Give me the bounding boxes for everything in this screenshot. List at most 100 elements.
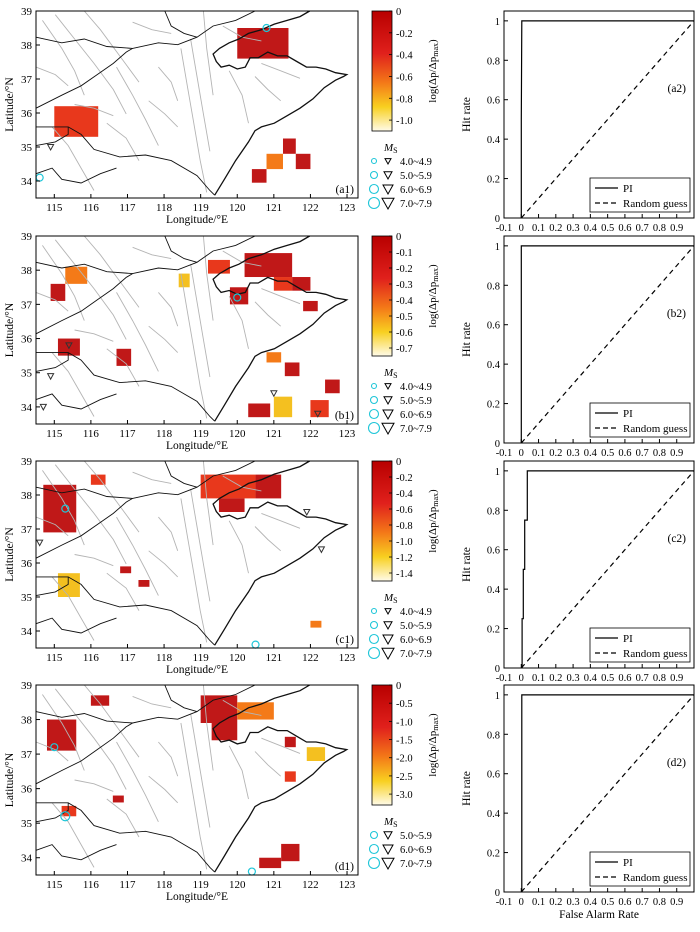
- legend-ms-range: 5.0~5.9: [400, 831, 432, 842]
- province-border: [35, 126, 69, 147]
- roc-xtick-label: 0.1: [532, 448, 545, 459]
- legend-triangle: [383, 831, 393, 841]
- anomaly-cell: [244, 253, 293, 278]
- map-xtick-label: 115: [46, 879, 63, 891]
- earthquake-ring: [262, 23, 271, 33]
- fault-line: [261, 512, 301, 529]
- fault-line: [254, 751, 281, 777]
- roc-xtick-label: 0: [519, 448, 524, 459]
- map-panel-2: 115 116 117 118 119 120 121 122 123 34 35 36 37 38 39 L…: [4, 231, 440, 452]
- roc-xtick-label: 0.5: [601, 897, 614, 908]
- province-border: [35, 235, 256, 275]
- map-ytick-label: 34: [21, 626, 33, 638]
- legend-ring: [369, 170, 379, 180]
- random-guess-line: [520, 694, 694, 892]
- legend-triangle: [382, 844, 394, 856]
- fault-line: [51, 126, 95, 191]
- map-xtick-label: 123: [339, 202, 356, 214]
- random-guess-line: [520, 245, 694, 443]
- province-border: [35, 684, 256, 724]
- province-border: [164, 10, 198, 38]
- legend-ms-range: 5.0~5.9: [400, 621, 432, 632]
- province-border: [36, 352, 216, 422]
- map-xtick-label: 121: [266, 652, 283, 664]
- anomaly-cell: [266, 153, 283, 170]
- colorbar-tick-label: -1.5: [396, 736, 413, 747]
- colorbar-tick-label: -0.8: [396, 521, 413, 532]
- ms-sub: S: [393, 146, 397, 155]
- roc-xtick-label: 0.7: [636, 448, 649, 459]
- legend-pi-label: PI: [623, 408, 633, 420]
- fault-line: [35, 66, 69, 87]
- fault-line: [158, 66, 179, 101]
- panel-label: (d2): [667, 757, 686, 769]
- anomaly-cell: [237, 702, 274, 720]
- fault-line: [74, 554, 114, 567]
- fault-line: [35, 291, 69, 312]
- earthquake-marker: [65, 342, 73, 350]
- anomaly-cell: [116, 348, 132, 366]
- map-xtick-label: 117: [119, 879, 136, 891]
- map-xtick-label: 121: [266, 202, 283, 214]
- anomaly-cell: [282, 138, 296, 154]
- roc-xtick-label: 0.2: [549, 897, 562, 908]
- colorbar-label-close: ): [427, 39, 439, 43]
- colorbar-tick-label: -1.0: [396, 717, 413, 728]
- colorbar-tick-label: -0.2: [396, 264, 413, 275]
- legend-triangle: [382, 409, 394, 421]
- roc-ytick-label: 0: [495, 214, 500, 225]
- colorbar: [371, 235, 393, 357]
- colorbar-label-sub: max: [431, 268, 440, 282]
- colorbar-tick-label: -1.0: [396, 537, 413, 548]
- fault-line: [190, 713, 211, 828]
- province-border: [35, 844, 117, 861]
- fault-line: [228, 70, 249, 124]
- legend-triangle: [381, 647, 395, 661]
- roc-xtick-label: 0: [519, 673, 524, 684]
- fault-line: [83, 684, 140, 758]
- anomaly-cell: [273, 277, 293, 291]
- colorbar-tick-label: -0.4: [396, 51, 413, 62]
- map-frame: [35, 235, 359, 425]
- panel-label: (a2): [667, 83, 686, 95]
- fault-line: [261, 62, 301, 79]
- colorbar-label-main: log(Δp/Δp: [427, 730, 439, 776]
- roc-xtick-label: 0.5: [601, 223, 614, 234]
- roc-ytick-label: 0.4: [487, 135, 501, 146]
- earthquake-marker: [46, 144, 55, 152]
- map-ytick-label: 37: [21, 299, 33, 311]
- colorbar-tick-label: -3.0: [396, 790, 413, 801]
- fault-line: [54, 239, 127, 340]
- legend-random-label: Random guess: [623, 198, 687, 210]
- legend-triangle: [381, 857, 395, 871]
- roc-xtick-label: 0.1: [532, 897, 545, 908]
- map-frame: [35, 10, 359, 199]
- legend-triangle: [382, 634, 394, 646]
- fault-line: [106, 798, 140, 838]
- map-xtick-label: 115: [46, 202, 63, 214]
- roc-xtick-label: 0.7: [636, 223, 649, 234]
- province-border: [35, 498, 133, 559]
- coastline: [212, 10, 349, 196]
- anomaly-cell: [310, 400, 329, 418]
- legend-ring: [370, 382, 378, 390]
- anomaly-cell: [229, 287, 249, 305]
- map-xtick-label: 121: [266, 879, 283, 891]
- ms-label: M: [383, 367, 394, 379]
- random-guess-line: [520, 20, 694, 218]
- colorbar-label-sub: max: [431, 493, 440, 507]
- anomaly-cell: [57, 573, 80, 597]
- fault-line: [54, 14, 127, 115]
- roc-ylabel: Hit rate: [461, 322, 473, 357]
- fault-line: [132, 246, 172, 260]
- anomaly-cell: [259, 857, 282, 869]
- anomaly-cell: [255, 474, 282, 499]
- legend-triangle: [384, 158, 392, 166]
- panel-label: (c1): [335, 634, 354, 646]
- roc-ytick-label: 0.2: [487, 849, 500, 860]
- legend-ms-range: 6.0~6.9: [400, 185, 432, 196]
- legend-ring: [369, 620, 379, 630]
- legend-ms-range: 6.0~6.9: [400, 845, 432, 856]
- map-frame: [35, 460, 359, 649]
